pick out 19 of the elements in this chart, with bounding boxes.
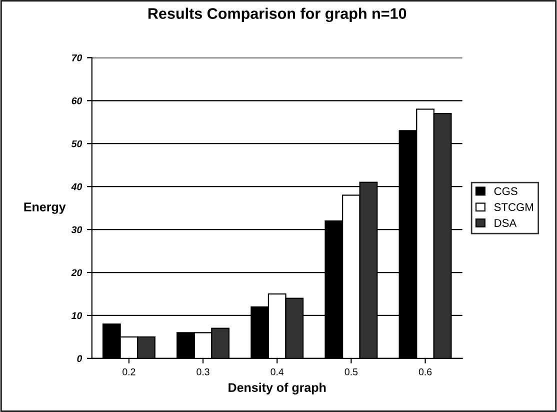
y-axis-title: Energy [24,202,66,214]
y-tick-label: 10 [72,312,82,320]
y-tick-label: 40 [71,183,82,190]
y-tick-label: 30 [71,226,82,234]
y-tick-label: 0 [77,355,82,362]
y-tick-label: 60 [72,97,82,104]
x-axis-title: Density of graph [228,382,326,394]
chart-title: Results Comparison for graph n=10 [148,8,406,22]
x-tick-label: 0.5 [344,368,358,376]
x-tick-label: 0.6 [418,368,432,376]
y-tick-label: 20 [71,269,82,276]
legend-label: CGS [494,187,518,196]
x-tick-label: 0.2 [122,368,136,376]
y-tick-label: 70 [72,54,82,62]
legend-label: STCGM [494,203,533,212]
x-tick-label: 0.3 [196,368,210,376]
legend-label: DSA [494,219,517,227]
y-tick-label: 50 [71,140,82,148]
x-tick-label: 0.4 [270,368,284,376]
